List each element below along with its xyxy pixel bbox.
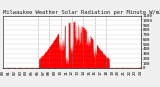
Text: Milwaukee Weather Solar Radiation per Minute W/m2 (Last 24 Hours): Milwaukee Weather Solar Radiation per Mi… (3, 10, 160, 15)
